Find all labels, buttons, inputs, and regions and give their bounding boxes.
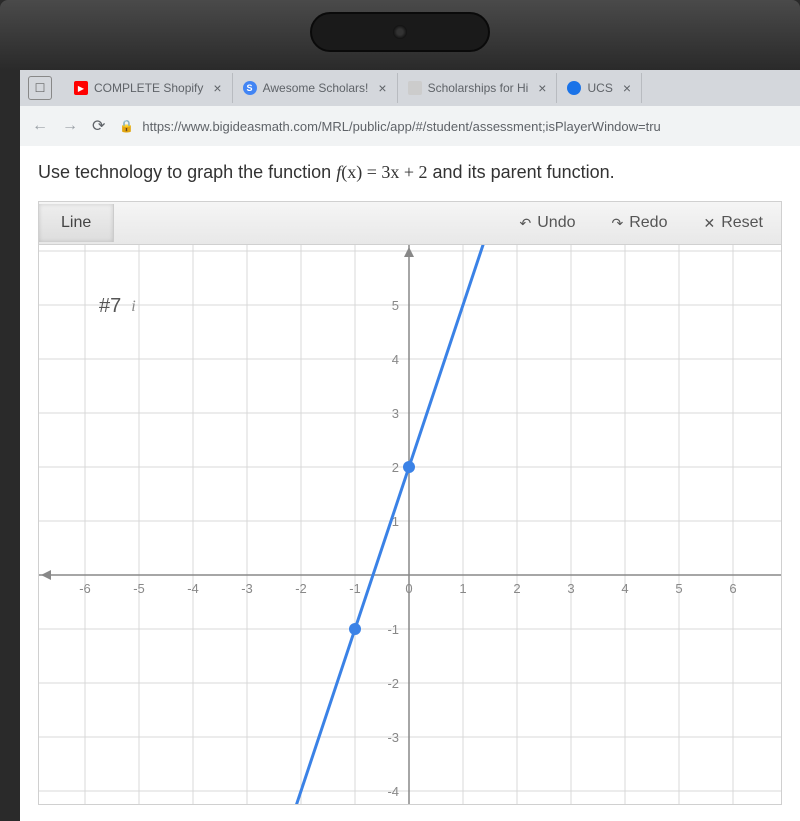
undo-button[interactable]: ↶ Undo (502, 214, 594, 232)
tab-label: UCS (587, 81, 612, 95)
svg-text:-2: -2 (387, 676, 399, 691)
svg-text:-4: -4 (387, 784, 399, 799)
question-suffix: and its parent function. (433, 162, 615, 182)
svg-text:-6: -6 (79, 581, 91, 596)
undo-label: Undo (537, 214, 575, 232)
svg-text:-1: -1 (349, 581, 361, 596)
tab-label: COMPLETE Shopify (94, 81, 203, 95)
window-control-icon[interactable]: ☐ (28, 76, 52, 100)
favicon-icon (567, 81, 581, 95)
close-icon[interactable]: × (378, 80, 386, 96)
svg-text:-2: -2 (295, 581, 307, 596)
tab-scholars[interactable]: S Awesome Scholars! × (233, 73, 398, 103)
svg-text:5: 5 (392, 298, 399, 313)
problem-number-text: #7 (99, 295, 121, 318)
browser-chrome: ☐ ▶ COMPLETE Shopify × S Awesome Scholar… (20, 70, 800, 146)
coordinate-grid[interactable]: -6-5-4-3-2-10123456-4-3-2-112345 (39, 245, 782, 805)
svg-text:3: 3 (392, 406, 399, 421)
device-camera (310, 12, 490, 52)
close-icon[interactable]: × (623, 80, 631, 96)
url-field[interactable]: 🔒 https://www.bigideasmath.com/MRL/publi… (119, 119, 788, 134)
redo-button[interactable]: ↷ Redo (593, 214, 685, 232)
line-tool-button[interactable]: Line (39, 204, 114, 242)
svg-text:3: 3 (567, 581, 574, 596)
back-button[interactable]: ← (32, 117, 48, 135)
tab-scholarships[interactable]: Scholarships for Hi × (398, 73, 558, 103)
page-content: Use technology to graph the function f(x… (20, 146, 800, 821)
close-icon[interactable]: × (538, 80, 546, 96)
tab-strip: ☐ ▶ COMPLETE Shopify × S Awesome Scholar… (20, 70, 800, 106)
graph-canvas[interactable]: #7 i -6-5-4-3-2-10123456-4-3-2-112345 (38, 245, 782, 805)
forward-button[interactable]: → (62, 117, 78, 135)
svg-text:-5: -5 (133, 581, 145, 596)
problem-number: #7 i (99, 295, 136, 318)
undo-icon: ↶ (520, 215, 532, 232)
svg-text:6: 6 (729, 581, 736, 596)
youtube-icon: ▶ (74, 81, 88, 95)
favicon-icon: S (243, 81, 257, 95)
svg-text:2: 2 (392, 460, 399, 475)
svg-text:0: 0 (405, 581, 412, 596)
tab-label: Scholarships for Hi (428, 81, 529, 95)
svg-text:-1: -1 (387, 622, 399, 637)
graph-toolbar: Line ↶ Undo ↷ Redo ✕ Reset (38, 201, 782, 245)
favicon-icon (408, 81, 422, 95)
url-text: https://www.bigideasmath.com/MRL/public/… (142, 119, 660, 134)
question-text: Use technology to graph the function f(x… (38, 162, 782, 183)
reload-button[interactable]: ⟳ (92, 116, 105, 136)
device-bezel (0, 0, 800, 70)
svg-text:2: 2 (513, 581, 520, 596)
svg-text:4: 4 (621, 581, 628, 596)
function-expr: (x) = 3x + 2 (341, 162, 427, 182)
svg-text:4: 4 (392, 352, 399, 367)
lock-icon: 🔒 (119, 119, 134, 133)
close-icon[interactable]: × (213, 80, 221, 96)
tab-shopify[interactable]: ▶ COMPLETE Shopify × (64, 73, 233, 103)
redo-label: Redo (629, 214, 667, 232)
close-icon: ✕ (703, 215, 715, 232)
svg-text:-3: -3 (387, 730, 399, 745)
screen: ☐ ▶ COMPLETE Shopify × S Awesome Scholar… (20, 70, 800, 800)
reset-label: Reset (721, 214, 763, 232)
tab-label: Awesome Scholars! (263, 81, 369, 95)
svg-text:5: 5 (675, 581, 682, 596)
question-prefix: Use technology to graph the function (38, 162, 336, 182)
tab-ucs[interactable]: UCS × (557, 73, 642, 103)
svg-text:-4: -4 (187, 581, 199, 596)
svg-text:-3: -3 (241, 581, 253, 596)
redo-icon: ↷ (611, 215, 623, 232)
reset-button[interactable]: ✕ Reset (685, 214, 781, 232)
info-icon[interactable]: i (131, 298, 135, 316)
svg-text:1: 1 (459, 581, 466, 596)
address-bar: ← → ⟳ 🔒 https://www.bigideasmath.com/MRL… (20, 106, 800, 146)
